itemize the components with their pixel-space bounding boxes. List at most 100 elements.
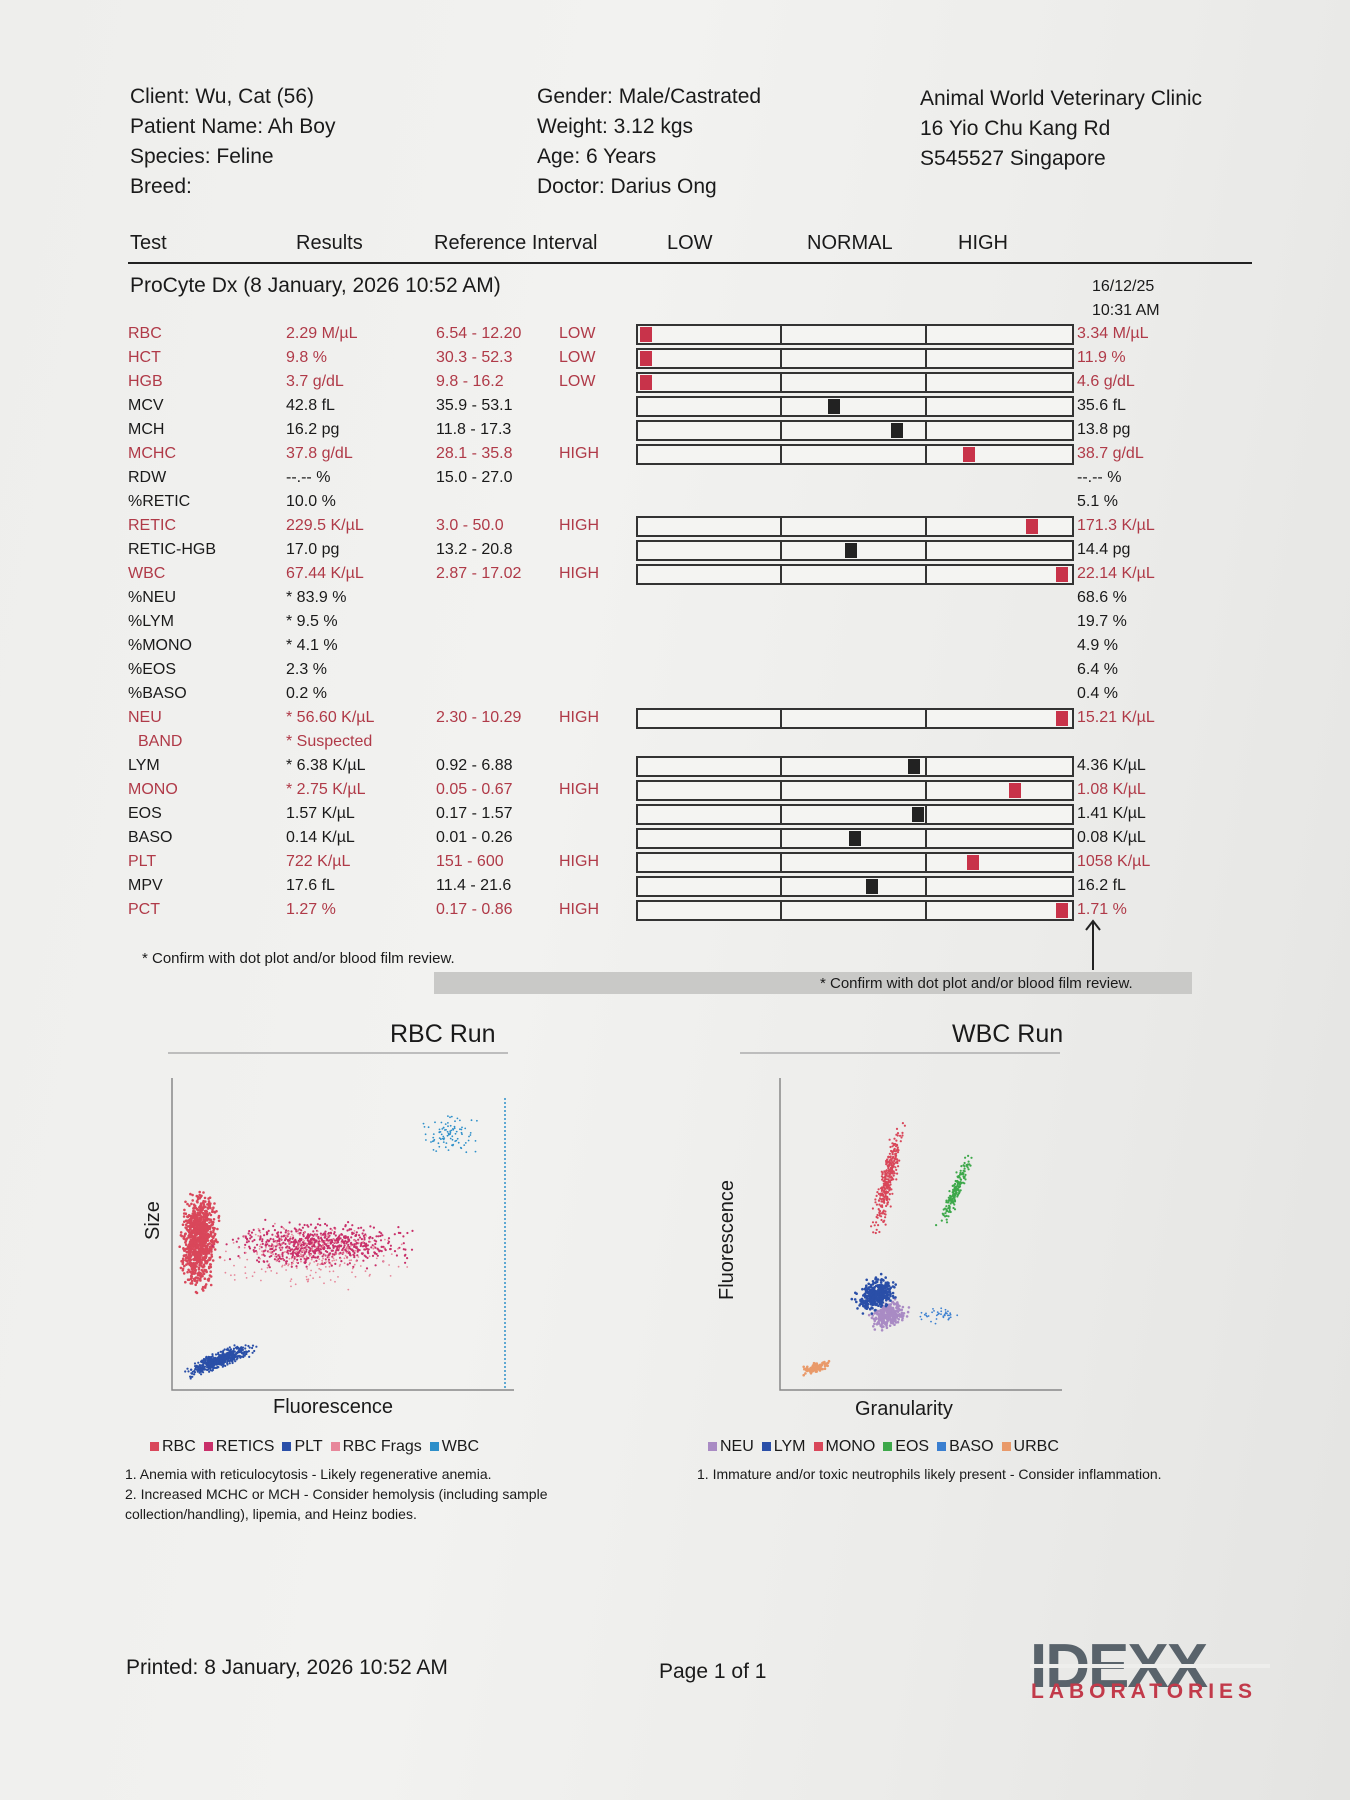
range-bar (636, 444, 1074, 465)
reference-interval: 0.92 - 6.88 (436, 757, 513, 774)
previous-result: 3.34 M/µL (1077, 325, 1149, 342)
result-flag: LOW (559, 349, 596, 366)
previous-run-time: 10:31 AM (1092, 302, 1160, 319)
test-name: NEU (128, 709, 162, 726)
rbc-legend: RBC RETICS PLT RBC Frags WBC (150, 1438, 487, 1456)
test-name: MCHC (128, 445, 176, 462)
range-bar (636, 372, 1074, 393)
result-marker (849, 831, 861, 846)
range-divider (925, 518, 927, 535)
range-divider (780, 542, 782, 559)
result-flag: HIGH (559, 781, 599, 798)
legend-swatch-icon (150, 1442, 159, 1452)
col-results: Results (296, 232, 363, 254)
range-divider (925, 806, 927, 823)
previous-result: 4.6 g/dL (1077, 373, 1135, 390)
result-marker (1056, 711, 1068, 726)
range-divider (925, 422, 927, 439)
result-flag: LOW (559, 373, 596, 390)
weight: Weight: 3.12 kgs (537, 115, 694, 138)
previous-result: 14.4 pg (1077, 541, 1131, 558)
result-value: * 56.60 K/µL (286, 709, 375, 726)
col-test: Test (130, 232, 167, 254)
age: Age: 6 Years (537, 145, 657, 168)
range-divider (780, 374, 782, 391)
range-divider (780, 758, 782, 775)
wbc-interpretation-1: 1. Immature and/or toxic neutrophils lik… (697, 1466, 1162, 1482)
previous-result: 6.4 % (1077, 661, 1118, 678)
test-name: WBC (128, 565, 166, 582)
range-bar (636, 804, 1074, 825)
printed-timestamp: Printed: 8 January, 2026 10:52 AM (126, 1656, 448, 1679)
range-bar (636, 420, 1074, 441)
legend-label: NEU (720, 1438, 754, 1455)
result-flag: HIGH (559, 445, 599, 462)
legend-label: PLT (294, 1438, 323, 1455)
test-name: RBC (128, 325, 162, 342)
previous-run-date: 16/12/25 (1092, 278, 1155, 295)
reference-interval: 13.2 - 20.8 (436, 541, 513, 558)
range-divider (780, 422, 782, 439)
rbc-y-label: Size (142, 1201, 164, 1240)
plot-axes (779, 1078, 1062, 1391)
range-bar (636, 396, 1074, 417)
result-value: * 9.5 % (286, 613, 338, 630)
range-bar (636, 900, 1074, 921)
result-value: * 6.38 K/µL (286, 757, 366, 774)
result-flag: HIGH (559, 709, 599, 726)
range-divider (925, 446, 927, 463)
result-marker (828, 399, 840, 414)
result-marker (1056, 567, 1068, 582)
range-bar (636, 564, 1074, 585)
rbc-interpretation-2: 2. Increased MCHC or MCH - Consider hemo… (125, 1486, 548, 1522)
legend-label: RBC Frags (342, 1438, 422, 1455)
legend-swatch-icon (883, 1442, 893, 1452)
wbc-title-rule (740, 1052, 1060, 1054)
range-divider (925, 710, 927, 727)
test-name: MCH (128, 421, 165, 438)
previous-result: 35.6 fL (1077, 397, 1126, 414)
range-divider (780, 326, 782, 343)
result-marker (1009, 783, 1021, 798)
run-title: ProCyte Dx (8 January, 2026 10:52 AM) (130, 274, 501, 297)
result-row: PLT 722 K/µL 151 - 600 HIGH 1058 K/µL (0, 850, 1350, 874)
reference-interval: 9.8 - 16.2 (436, 373, 504, 390)
result-value: 10.0 % (286, 493, 336, 510)
result-row: %MONO * 4.1 % 4.9 % (0, 634, 1350, 658)
result-row: MCH 16.2 pg 11.8 - 17.3 13.8 pg (0, 418, 1350, 442)
arrow-up-icon (1085, 919, 1101, 970)
range-divider (780, 902, 782, 919)
clinic-name: Animal World Veterinary Clinic (920, 87, 1203, 110)
legend-item: EOS (883, 1438, 929, 1455)
scatter-cluster (178, 1190, 222, 1295)
result-marker (866, 879, 878, 894)
legend-swatch-icon (761, 1442, 771, 1452)
legend-label: WBC (441, 1438, 480, 1455)
legend-label: RETICS (215, 1438, 275, 1455)
legend-label: URBC (1013, 1438, 1059, 1455)
legend-swatch-icon (203, 1442, 213, 1452)
range-divider (925, 566, 927, 583)
result-flag: HIGH (559, 517, 599, 534)
range-divider (925, 782, 927, 799)
reference-interval: 0.17 - 0.86 (436, 901, 513, 918)
range-divider (925, 350, 927, 367)
legend-label: MONO (825, 1438, 876, 1455)
client-label: Client: Wu, Cat (56) (130, 85, 315, 108)
idexx-logo-icon: IDEXX (1030, 1632, 1270, 1701)
wbc-chart-title: WBC Run (952, 1020, 1064, 1048)
range-bar (636, 708, 1074, 729)
result-marker (967, 855, 979, 870)
col-normal: NORMAL (807, 232, 893, 254)
legend-item: BASO (937, 1438, 994, 1455)
test-name: MONO (128, 781, 178, 798)
reference-interval: 2.30 - 10.29 (436, 709, 522, 726)
range-divider (925, 398, 927, 415)
rbc-interpretation-1: 1. Anemia with reticulocytosis - Likely … (125, 1466, 492, 1482)
result-row: BASO 0.14 K/µL 0.01 - 0.26 0.08 K/µL (0, 826, 1350, 850)
result-row: NEU * 56.60 K/µL 2.30 - 10.29 HIGH 15.21 K/µ… (0, 706, 1350, 730)
legend-swatch-icon (330, 1442, 340, 1452)
range-divider (780, 566, 782, 583)
previous-result: 171.3 K/µL (1077, 517, 1155, 534)
previous-result: 1058 K/µL (1077, 853, 1151, 870)
